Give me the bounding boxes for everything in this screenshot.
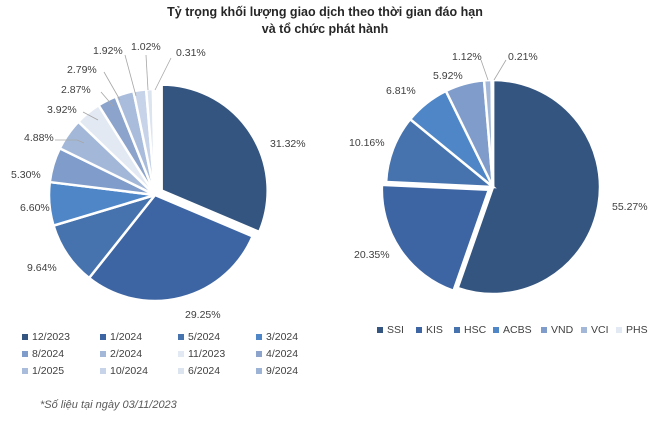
legend-swatch — [100, 334, 106, 340]
leader-line — [145, 54, 149, 91]
legend-swatch — [377, 327, 383, 333]
data-label: 2.87% — [61, 84, 91, 96]
legend-swatch — [22, 368, 28, 374]
legend-item: HSC — [454, 324, 487, 336]
legend-label: 12/2023 — [32, 331, 70, 343]
leader-line — [103, 71, 121, 101]
legend-label: KIS — [426, 324, 443, 336]
legend-item: 10/2024 — [100, 365, 148, 377]
legend-label: SSI — [387, 324, 404, 336]
data-label: 0.31% — [176, 47, 206, 59]
pie-slice-12-2023 — [160, 83, 269, 234]
legend-swatch — [178, 334, 184, 340]
data-label: 6.81% — [386, 85, 416, 97]
pie-slice-phs — [490, 78, 495, 188]
legend-label: 4/2024 — [266, 348, 298, 360]
data-label: 1.92% — [93, 45, 123, 57]
pie-slice-9-2024 — [151, 87, 157, 196]
legend-item: 9/2024 — [256, 365, 298, 377]
legend-1: 12/2023 1/2024 5/2024 3/2024 8/2024 2/2024 11/… — [22, 331, 298, 377]
legend-swatch — [616, 327, 622, 333]
legend-swatch — [256, 334, 262, 340]
leader-line — [154, 57, 172, 91]
legend-item: 11/2023 — [178, 348, 225, 360]
data-label: 2.79% — [67, 64, 97, 76]
legend-item: VCI — [581, 324, 609, 336]
legend-swatch — [541, 327, 547, 333]
legend-swatch — [493, 327, 499, 333]
legend-item: 2/2024 — [100, 348, 142, 360]
leader-line — [100, 91, 114, 107]
legend-swatch — [100, 368, 106, 374]
legend-label: 8/2024 — [32, 348, 64, 360]
legend-item: 6/2024 — [178, 365, 220, 377]
data-label: 0.21% — [508, 51, 538, 63]
legend-swatch — [178, 368, 184, 374]
data-label: 20.35% — [354, 249, 390, 261]
legend-label: VND — [551, 324, 574, 336]
legend-label: VCI — [591, 324, 609, 336]
legend-swatch — [178, 351, 184, 357]
legend-swatch — [416, 327, 422, 333]
data-label: 4.88% — [24, 132, 54, 144]
data-label: 31.32% — [270, 138, 306, 150]
legend-item: 3/2024 — [256, 331, 298, 343]
legend-item: 8/2024 — [22, 348, 64, 360]
legend-label: 1/2025 — [32, 365, 64, 377]
legend-item: SSI — [377, 324, 404, 336]
legend-label: 9/2024 — [266, 365, 298, 377]
legend-label: 6/2024 — [188, 365, 220, 377]
legend-swatch — [256, 351, 262, 357]
data-label: 10.16% — [349, 137, 385, 149]
legend-2: SSI KIS HSC ACBS VND VCI PHS — [377, 324, 648, 336]
legend-label: 2/2024 — [110, 348, 142, 360]
pie-chart-2: 55.27% 20.35% 10.16% 6.81% 5.92% 1.12% 0.21% — [349, 51, 648, 296]
legend-swatch — [256, 368, 262, 374]
legend-item: ACBS — [493, 324, 532, 336]
data-label: 1.12% — [452, 51, 482, 63]
data-label: 1.02% — [131, 41, 161, 53]
legend-item: KIS — [416, 324, 443, 336]
pie-slice-kis — [380, 183, 491, 293]
legend-swatch — [100, 351, 106, 357]
legend-item: 4/2024 — [256, 348, 298, 360]
data-label: 9.64% — [27, 262, 57, 274]
leader-line — [82, 111, 99, 121]
data-label: 5.30% — [11, 169, 41, 181]
legend-swatch — [454, 327, 460, 333]
pie-slice-1-2024 — [87, 193, 255, 303]
legend-label: 5/2024 — [188, 331, 220, 343]
legend-label: 11/2023 — [188, 348, 225, 360]
data-label: 5.92% — [433, 70, 463, 82]
data-label: 6.60% — [20, 202, 50, 214]
legend-label: HSC — [464, 324, 487, 336]
legend-swatch — [581, 327, 587, 333]
leader-line — [124, 54, 137, 97]
legend-item: 12/2023 — [22, 331, 70, 343]
legend-label: ACBS — [503, 324, 532, 336]
legend-item: VND — [541, 324, 574, 336]
legend-label: PHS — [626, 324, 648, 336]
leader-line — [55, 139, 85, 144]
legend-item: 1/2024 — [100, 331, 142, 343]
legend-item: 1/2025 — [22, 365, 64, 377]
legend-label: 10/2024 — [110, 365, 148, 377]
legend-swatch — [22, 351, 28, 357]
legend-item: 5/2024 — [178, 331, 220, 343]
data-label: 29.25% — [185, 309, 221, 321]
chart-title-line-1: Tỷ trọng khối lượng giao dịch theo thời … — [167, 5, 483, 19]
pie-chart-1: 31.32% 29.25% 9.64% 6.60% 5.30% 4.88% 3.92% 2.8… — [11, 41, 306, 321]
leader-line — [480, 59, 489, 81]
legend-label: 3/2024 — [266, 331, 298, 343]
data-label: 3.92% — [47, 104, 77, 116]
legend-label: 1/2024 — [110, 331, 142, 343]
leader-line — [493, 59, 507, 81]
chart-title-line-2: và tổ chức phát hành — [261, 22, 389, 36]
legend-item: PHS — [616, 324, 648, 336]
data-date-note: *Số liệu tại ngày 03/11/2023 — [40, 399, 177, 411]
legend-swatch — [22, 334, 28, 340]
data-label: 55.27% — [612, 201, 648, 213]
